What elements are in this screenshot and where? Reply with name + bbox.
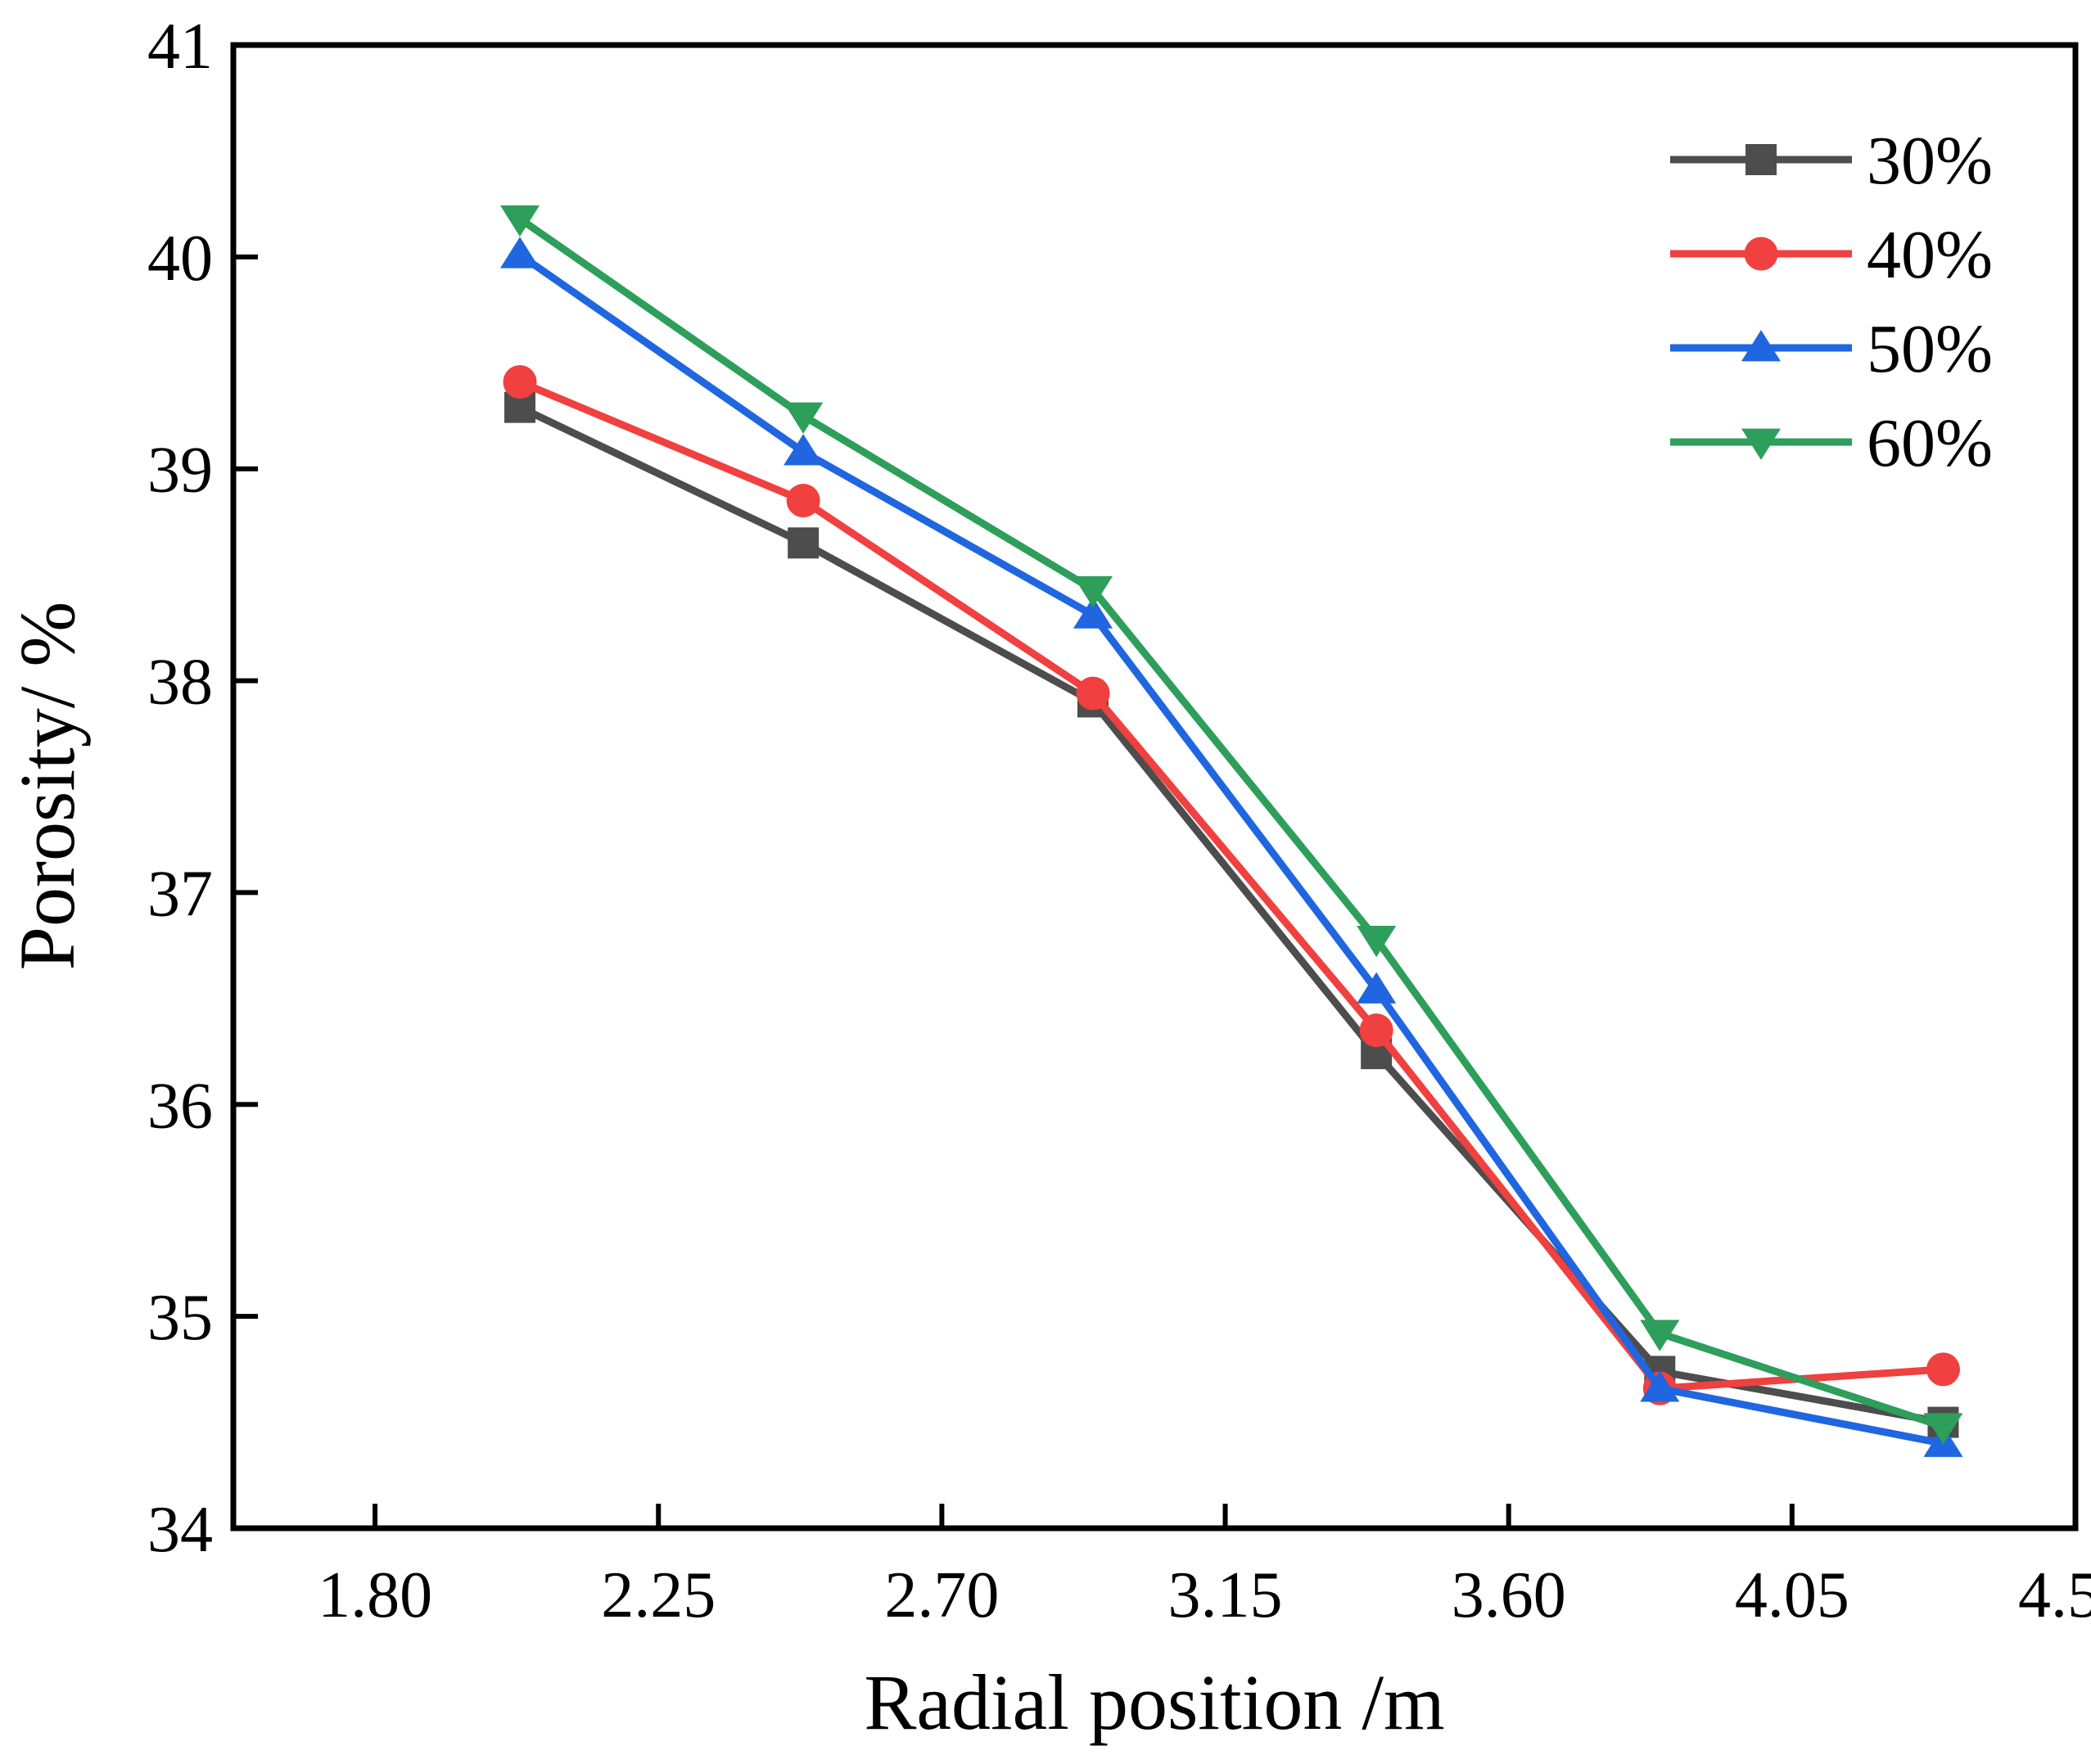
legend-item: 30%	[1670, 123, 1993, 199]
series-0	[504, 391, 1959, 1438]
data-point	[1640, 1370, 1680, 1402]
data-point	[1073, 575, 1113, 608]
legend-label: 50%	[1867, 311, 1993, 387]
data-point	[786, 484, 820, 518]
data-point	[1073, 597, 1113, 629]
series-3	[499, 205, 1963, 1445]
x-tick-label: 3.60	[1452, 1559, 1566, 1631]
y-tick-label: 35	[147, 1282, 213, 1354]
legend-label: 30%	[1867, 123, 1993, 199]
y-axis-title: Porosity/ %	[3, 602, 91, 971]
data-point	[1076, 676, 1110, 711]
y-tick-label: 36	[147, 1070, 213, 1142]
y-tick-label: 38	[147, 647, 213, 719]
plot-frame	[230, 42, 2079, 1532]
x-tick-label: 2.25	[601, 1559, 716, 1631]
legend-item: 60%	[1670, 405, 1993, 481]
x-tick-label: 4.50	[2018, 1559, 2091, 1631]
legend-marker	[1744, 237, 1778, 271]
legend-item: 40%	[1670, 217, 1993, 293]
x-tick-label: 1.80	[318, 1559, 432, 1631]
legend-marker	[1741, 428, 1782, 460]
data-point	[1359, 1013, 1393, 1048]
series-line	[517, 251, 1944, 1447]
axis-ticks: 1.80 2.25 2.70 3.15 3.60 4.05 4.50 34 35 36 37 38 39…	[147, 11, 2091, 1631]
y-tick-label: 40	[147, 223, 213, 295]
legend-marker	[1746, 144, 1777, 175]
plot-marks	[499, 205, 1963, 1457]
data-point	[499, 205, 540, 237]
y-tick-label: 41	[147, 11, 213, 83]
data-point	[1640, 1320, 1680, 1351]
y-tick-label: 37	[147, 858, 213, 930]
data-point	[1926, 1352, 1960, 1387]
data-point	[784, 402, 824, 434]
series-line	[517, 215, 1944, 1431]
y-tick-label: 34	[147, 1494, 213, 1566]
x-axis-title: Radial position /m	[864, 1658, 1444, 1746]
legend-label: 40%	[1867, 217, 1993, 293]
legend-label: 60%	[1867, 405, 1993, 481]
series-2	[499, 237, 1963, 1457]
series-1	[503, 365, 1960, 1405]
x-tick-label: 3.15	[1168, 1559, 1283, 1631]
data-point	[788, 527, 820, 559]
data-point	[503, 365, 537, 399]
legend-marker	[1741, 330, 1782, 362]
y-tick-label: 39	[147, 435, 213, 507]
x-tick-label: 4.05	[1735, 1559, 1849, 1631]
data-point	[1923, 1413, 1963, 1445]
data-point	[499, 237, 540, 268]
data-point	[1357, 972, 1397, 1004]
series-line	[518, 404, 1944, 1427]
legend-item: 50%	[1670, 311, 1993, 387]
data-point	[1357, 925, 1397, 958]
data-point	[784, 434, 824, 466]
series-line	[518, 378, 1944, 1392]
x-tick-label: 2.70	[884, 1559, 999, 1631]
legend: 30% 40% 50% 60%	[1670, 123, 1993, 481]
